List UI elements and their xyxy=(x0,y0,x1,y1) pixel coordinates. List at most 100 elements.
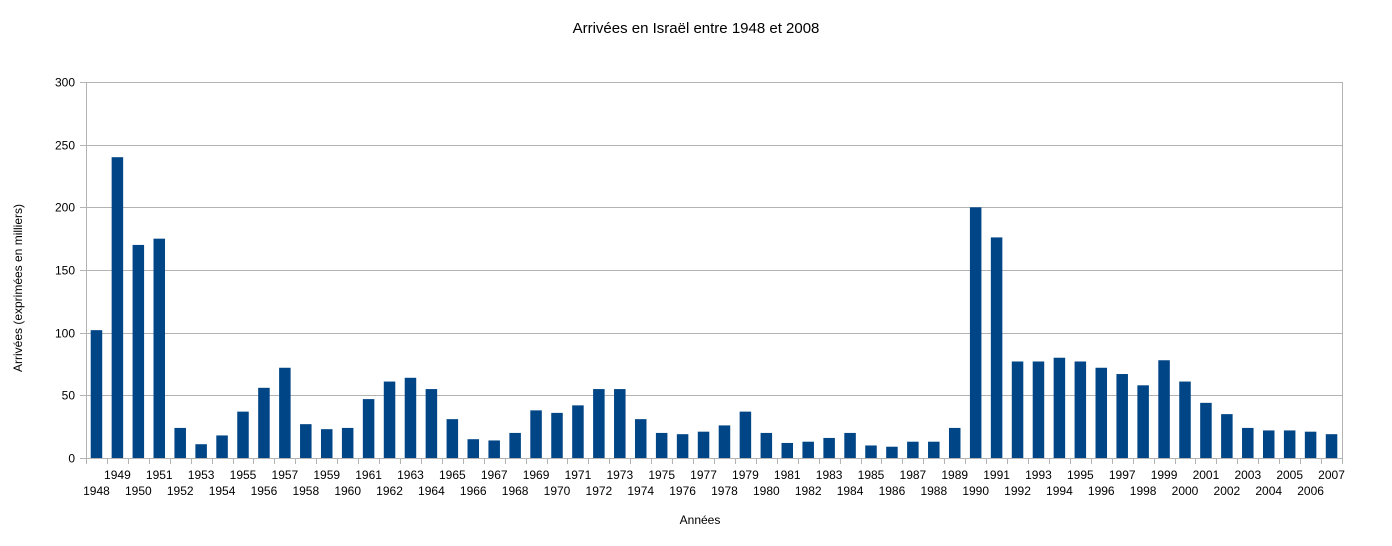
bar-1961 xyxy=(362,399,375,458)
bar-2006 xyxy=(1304,431,1317,458)
y-axis-label: Arrivées (exprimées en milliers) xyxy=(11,204,25,372)
x-tick-label: 1960 xyxy=(334,484,361,498)
x-tick-label: 1966 xyxy=(460,484,487,498)
bar-1998 xyxy=(1137,385,1149,458)
x-tick-label: 1951 xyxy=(146,468,173,482)
x-tick-label: 1993 xyxy=(1025,468,1052,482)
bar-1966 xyxy=(467,439,480,458)
bar-1958 xyxy=(300,424,312,458)
bar-1982 xyxy=(802,441,814,458)
y-tick-label: 300 xyxy=(55,76,75,90)
x-tick-label: 1994 xyxy=(1046,484,1073,498)
bar-1976 xyxy=(676,434,689,458)
x-tick-label: 1988 xyxy=(920,484,947,498)
bar-1953 xyxy=(195,444,207,458)
x-tick-label: 1948 xyxy=(83,484,110,498)
x-tick-label: 2004 xyxy=(1255,484,1282,498)
x-tick-label: 1974 xyxy=(627,484,654,498)
bar-1995 xyxy=(1074,361,1087,458)
x-tick-label: 1989 xyxy=(941,468,968,482)
bar-2002 xyxy=(1221,414,1233,458)
x-tick-label: 2003 xyxy=(1234,468,1261,482)
bar-1964 xyxy=(425,389,438,458)
x-tick-label: 1972 xyxy=(586,484,613,498)
bar-2007 xyxy=(1325,434,1338,458)
bar-1988 xyxy=(928,441,940,458)
x-tick-label: 1986 xyxy=(879,484,906,498)
bar-1990 xyxy=(969,207,982,458)
bar-1997 xyxy=(1116,374,1128,458)
bar-1985 xyxy=(865,445,877,458)
bar-2001 xyxy=(1200,402,1212,458)
x-tick-label: 1983 xyxy=(816,468,843,482)
x-tick-label: 2000 xyxy=(1172,484,1199,498)
bar-1986 xyxy=(886,446,898,458)
x-tick-label: 1981 xyxy=(774,468,801,482)
x-tick-label: 2005 xyxy=(1276,468,1303,482)
x-tick-label: 1998 xyxy=(1130,484,1157,498)
x-tick-label: 1987 xyxy=(900,468,927,482)
x-tick-label: 1953 xyxy=(188,468,215,482)
bar-1956 xyxy=(258,387,270,458)
bar-1972 xyxy=(593,389,605,458)
x-tick-label: 1999 xyxy=(1151,468,1178,482)
x-tick-label: 1977 xyxy=(690,468,717,482)
gridlines xyxy=(86,82,1343,464)
bar-1960 xyxy=(341,427,354,458)
y-tick-label: 50 xyxy=(62,389,76,403)
x-axis-ticks: 1948 1949 1950 1951 1952 1953 1954 1955 1956 1957… xyxy=(80,458,1345,498)
bar-1962 xyxy=(383,381,396,458)
y-axis-ticks: 0 50 100 150 200 250 300 xyxy=(55,76,86,466)
bar-1977 xyxy=(697,431,710,458)
x-tick-label: 1976 xyxy=(669,484,696,498)
y-tick-label: 150 xyxy=(55,264,75,278)
x-tick-label: 1975 xyxy=(648,468,675,482)
x-tick-label: 1970 xyxy=(544,484,571,498)
x-tick-label: 1955 xyxy=(230,468,257,482)
y-tick-label: 200 xyxy=(55,201,75,215)
bars xyxy=(90,157,1338,458)
x-tick-label: 1967 xyxy=(481,468,508,482)
x-tick-label: 1997 xyxy=(1109,468,1136,482)
bar-1996 xyxy=(1095,367,1108,458)
chart-title: Arrivées en Israël entre 1948 et 2008 xyxy=(573,20,820,37)
x-tick-label: 1978 xyxy=(711,484,738,498)
bar-1975 xyxy=(655,432,668,458)
x-tick-label: 2002 xyxy=(1214,484,1241,498)
bar-1969 xyxy=(530,410,542,458)
bar-1950 xyxy=(132,244,145,458)
bar-1955 xyxy=(237,411,249,458)
bar-1951 xyxy=(153,238,166,458)
x-tick-label: 1965 xyxy=(439,468,466,482)
x-tick-label: 1973 xyxy=(606,468,633,482)
x-tick-label: 2001 xyxy=(1193,468,1220,482)
x-tick-label: 1954 xyxy=(209,484,236,498)
bar-1970 xyxy=(551,412,563,458)
bar-1968 xyxy=(509,432,521,458)
x-tick-label: 1996 xyxy=(1088,484,1115,498)
x-axis-label: Années xyxy=(680,513,721,527)
bar-2003 xyxy=(1242,427,1254,458)
x-tick-label: 1990 xyxy=(962,484,989,498)
x-tick-label: 1971 xyxy=(565,468,592,482)
bar-2004 xyxy=(1262,430,1275,458)
y-tick-label: 250 xyxy=(55,139,75,153)
x-tick-label: 1984 xyxy=(837,484,864,498)
x-tick-label: 1962 xyxy=(376,484,403,498)
bar-1959 xyxy=(320,429,333,458)
x-tick-label: 1964 xyxy=(418,484,445,498)
bar-1980 xyxy=(760,432,773,458)
bar-1973 xyxy=(614,389,626,458)
bar-1967 xyxy=(488,440,500,458)
x-tick-label: 1968 xyxy=(502,484,529,498)
x-tick-label: 2007 xyxy=(1318,468,1345,482)
x-tick-label: 1969 xyxy=(523,468,550,482)
bar-1957 xyxy=(279,367,291,458)
bar-1952 xyxy=(174,427,186,458)
bar-1978 xyxy=(718,425,731,458)
bar-1989 xyxy=(948,427,961,458)
bar-1992 xyxy=(1011,361,1024,458)
bar-1965 xyxy=(446,419,459,458)
